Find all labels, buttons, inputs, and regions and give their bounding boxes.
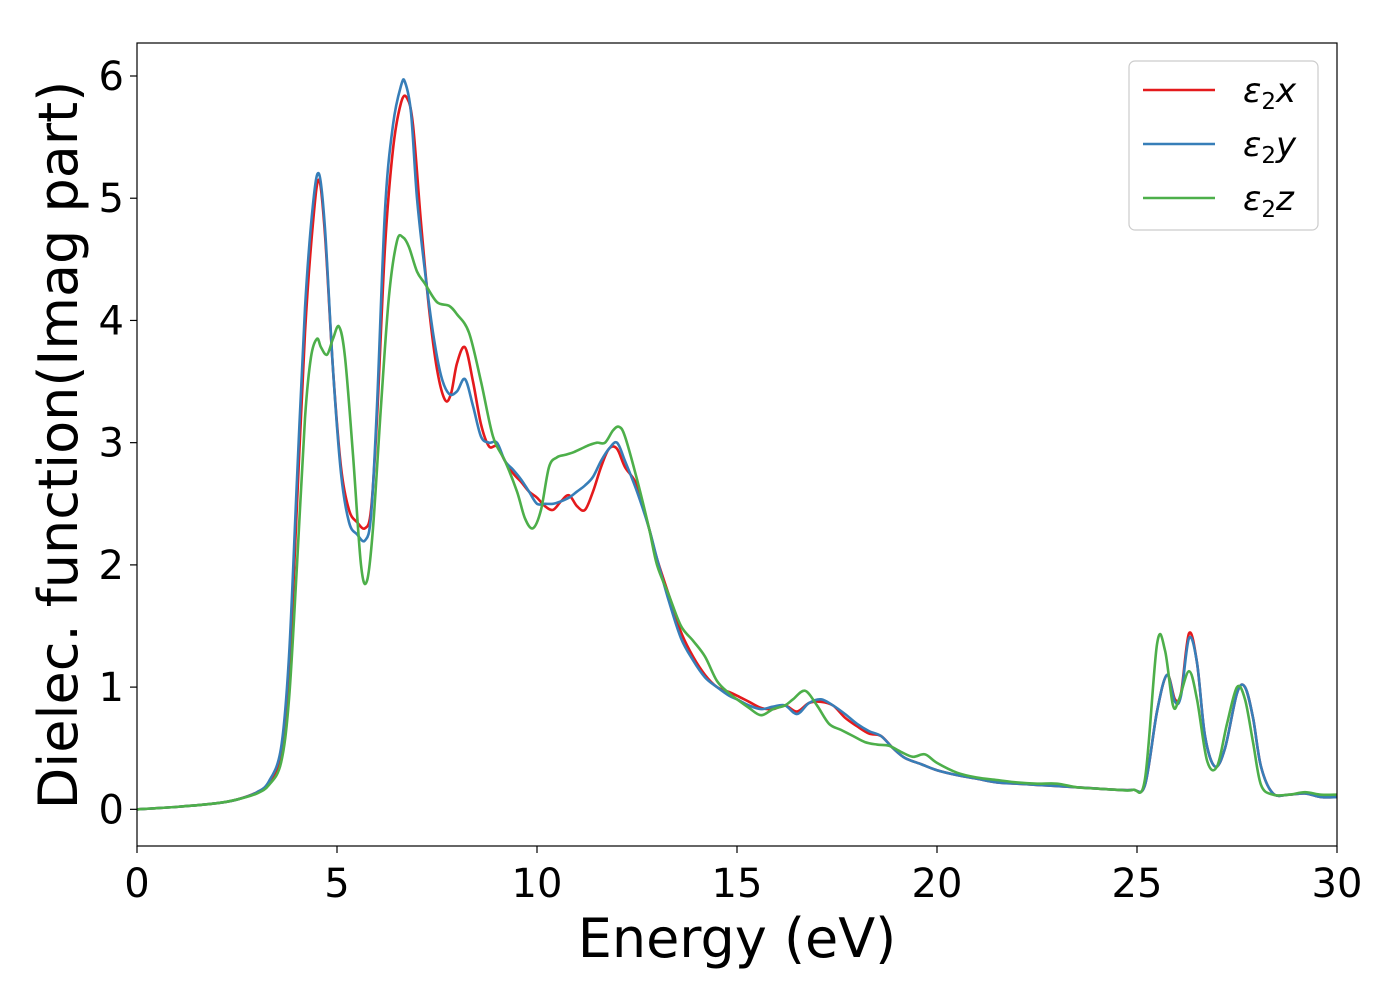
y-tick-label: 6 bbox=[99, 54, 124, 100]
x-axis-title: Energy (eV) bbox=[578, 907, 897, 970]
x-tick-label: 25 bbox=[1112, 861, 1163, 907]
x-tick-label: 10 bbox=[512, 861, 563, 907]
y-tick-label: 2 bbox=[99, 543, 124, 589]
y-tick-label: 4 bbox=[99, 298, 124, 344]
y-axis: 0 1 2 3 4 5 6 bbox=[99, 54, 137, 833]
legend-label-z: ε2z bbox=[1243, 179, 1295, 223]
legend-label-x: ε2x bbox=[1243, 71, 1297, 115]
legend-box bbox=[1128, 60, 1319, 231]
x-tick-label: 20 bbox=[912, 861, 963, 907]
x-tick-label: 0 bbox=[124, 861, 149, 907]
y-tick-label: 3 bbox=[99, 421, 124, 467]
x-tick-label: 15 bbox=[712, 861, 763, 907]
y-tick-label: 5 bbox=[99, 176, 124, 222]
y-axis-title: Dielec. function(Imag part) bbox=[27, 81, 90, 810]
legend: ε2x ε2y ε2z bbox=[1128, 60, 1319, 231]
y-tick-label: 0 bbox=[99, 787, 124, 833]
x-tick-label: 30 bbox=[1312, 861, 1363, 907]
x-axis: 0 5 10 15 20 25 30 bbox=[124, 846, 1362, 907]
y-tick-label: 1 bbox=[99, 665, 124, 711]
series-line-z bbox=[137, 233, 1337, 811]
series-layer bbox=[137, 78, 1337, 811]
legend-label-y: ε2y bbox=[1243, 125, 1297, 169]
x-tick-label: 5 bbox=[324, 861, 349, 907]
